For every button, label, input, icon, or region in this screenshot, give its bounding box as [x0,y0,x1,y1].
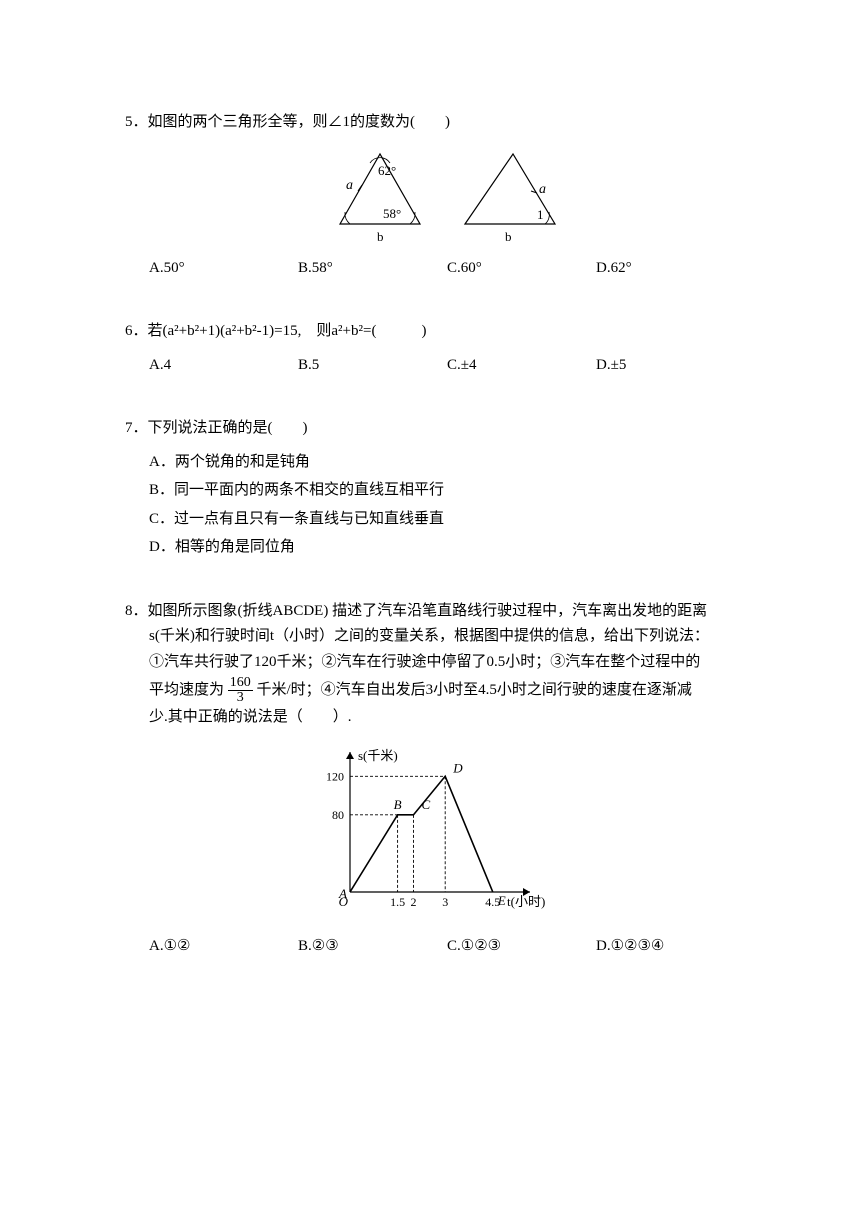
svg-text:2: 2 [410,895,416,909]
q8-opt-a[interactable]: A.①② [149,934,298,960]
q6-text: 若(a²+b²+1)(a²+b²-1)=15, 则a²+b²=( ) [148,323,427,339]
svg-text:E: E [497,893,506,908]
q8-options: A.①② B.②③ C.①②③ D.①②③④ [125,934,745,960]
q5-stem: 5．如图的两个三角形全等，则∠1的度数为( ) [125,110,745,136]
q6-opt-d[interactable]: D.±5 [596,353,745,379]
svg-text:B: B [394,796,402,811]
q7-text: 下列说法正确的是( ) [148,420,308,436]
q6-stem: 6．若(a²+b²+1)(a²+b²-1)=15, 则a²+b²=( ) [125,319,745,345]
svg-text:t(小时): t(小时) [507,894,545,909]
q7-opt-b[interactable]: B．同一平面内的两条不相交的直线互相平行 [125,478,745,504]
q5-opt-a[interactable]: A.50° [149,256,298,282]
q5-options: A.50° B.58° C.60° D.62° [125,256,745,282]
q6-options: A.4 B.5 C.±4 D.±5 [125,353,745,379]
q8-opt-d[interactable]: D.①②③④ [596,934,745,960]
q7-opt-c[interactable]: C．过一点有且只有一条直线与已知直线垂直 [125,507,745,533]
svg-text:s(千米): s(千米) [358,748,398,763]
q8-opt-c[interactable]: C.①②③ [447,934,596,960]
q8-line3: ①汽车共行驶了120千米；②汽车在行驶途中停留了0.5小时；③汽车在整个过程中的 [149,650,745,676]
question-8: 8．如图所示图象(折线ABCDE) 描述了汽车沿笔直路线行驶过程中，汽车离出发地… [125,599,745,960]
q8-line2: s(千米)和行驶时间t（小时）之间的变量关系，根据图中提供的信息，给出下列说法： [149,624,745,650]
q5-opt-d[interactable]: D.62° [596,256,745,282]
tri1-side-a: a [346,178,353,193]
question-5: 5．如图的两个三角形全等，则∠1的度数为( ) a 62° 58° b a 1 [125,110,745,281]
tri2-side-b: b [505,229,512,244]
q8-line4: 平均速度为 160 3 千米/时；④汽车自出发后3小时至4.5小时之间行驶的速度… [149,675,745,705]
tri1-br-angle: 58° [383,206,401,221]
q5-opt-c[interactable]: C.60° [447,256,596,282]
q8-line5: 少.其中正确的说法是（ ）. [149,705,745,731]
svg-text:3: 3 [442,895,448,909]
q8-number: 8． [125,603,148,619]
q7-number: 7． [125,420,148,436]
q5-figure: a 62° 58° b a 1 b [125,144,745,244]
tri1-top-angle: 62° [378,163,396,178]
q6-number: 6． [125,323,148,339]
q5-number: 5． [125,114,148,130]
q8-opt-b[interactable]: B.②③ [298,934,447,960]
tri2-angle-1: 1 [537,207,544,222]
q7-stem: 7．下列说法正确的是( ) [125,416,745,442]
tri2-side-a: a [539,182,546,197]
q8-chart: 801201.5234.5ABCDEs(千米)t(小时)O [125,737,745,922]
svg-text:1.5: 1.5 [390,895,405,909]
svg-text:D: D [452,760,463,775]
svg-text:80: 80 [332,807,344,821]
q5-text: 如图的两个三角形全等，则∠1的度数为( ) [148,114,451,130]
question-6: 6．若(a²+b²+1)(a²+b²-1)=15, 则a²+b²=( ) A.4… [125,319,745,378]
q6-opt-b[interactable]: B.5 [298,353,447,379]
q8-line1: 8．如图所示图象(折线ABCDE) 描述了汽车沿笔直路线行驶过程中，汽车离出发地… [125,599,745,625]
svg-text:O: O [339,894,349,909]
q5-svg: a 62° 58° b a 1 b [300,144,570,244]
svg-text:120: 120 [326,769,344,783]
fraction-icon: 160 3 [228,676,253,705]
q5-opt-b[interactable]: B.58° [298,256,447,282]
q6-opt-c[interactable]: C.±4 [447,353,596,379]
q8-svg: 801201.5234.5ABCDEs(千米)t(小时)O [305,737,565,922]
q7-opt-d[interactable]: D．相等的角是同位角 [125,535,745,561]
q6-opt-a[interactable]: A.4 [149,353,298,379]
svg-text:C: C [421,796,430,811]
question-7: 7．下列说法正确的是( ) A．两个锐角的和是钝角 B．同一平面内的两条不相交的… [125,416,745,561]
tri1-side-b: b [377,229,384,244]
q7-opt-a[interactable]: A．两个锐角的和是钝角 [125,450,745,476]
